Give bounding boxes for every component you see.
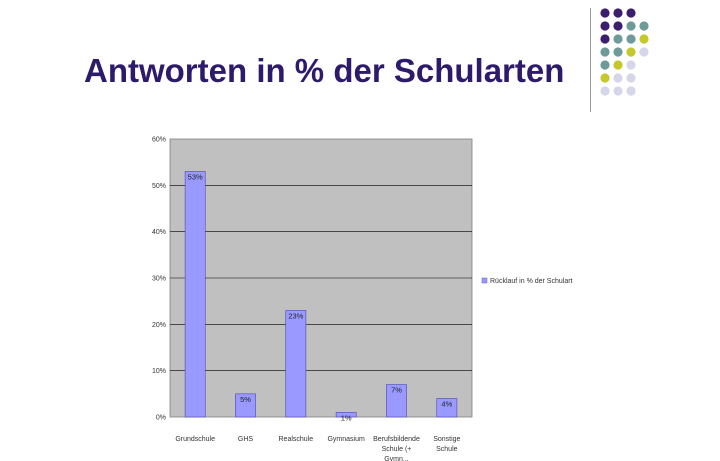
decorative-dot-grid [600,8,649,96]
y-tick-label: 60% [152,137,166,144]
data-label: 53% [188,172,203,181]
x-category-label: Schule (+ [382,446,412,453]
x-category-label: Gymn... [384,456,409,461]
decorative-dot [613,47,623,57]
decorative-dot [600,47,610,57]
data-label: 1% [341,413,352,422]
decorative-dot [600,73,610,83]
decorative-divider-line [590,8,591,112]
x-category-label: Grundschule [175,436,215,443]
legend-swatch [481,277,488,284]
decorative-dot [626,21,636,31]
x-category-label: Schule [436,446,458,453]
data-label: 23% [288,311,303,320]
y-tick-label: 40% [152,229,166,236]
x-category-label: Sonstige [433,436,460,443]
y-tick-label: 0% [156,415,166,422]
decorative-dot [626,34,636,44]
bar [184,171,206,418]
decorative-dot [626,73,636,83]
x-category-label: Gymnasium [327,436,365,443]
decorative-dot [639,47,649,57]
slide-title: Antworten in % der Schularten [84,52,565,89]
decorative-dot [613,21,623,31]
decorative-dot [600,8,610,18]
x-category-label: Realschule [279,436,314,443]
decorative-dot [600,34,610,44]
decorative-dot [600,60,610,70]
legend-label: Rücklauf in % der Schulart [490,278,573,285]
bar [436,398,458,418]
decorative-dot [600,86,610,96]
x-category-label: Berufsbildende [373,436,420,443]
y-tick-label: 30% [152,276,166,283]
decorative-dot [639,34,649,44]
decorative-dot [613,8,623,18]
bar [285,310,307,418]
decorative-dot [626,86,636,96]
data-label: 5% [240,395,251,404]
y-tick-label: 50% [152,183,166,190]
decorative-dot [600,21,610,31]
y-tick-label: 10% [152,368,166,375]
bar [235,393,256,418]
decorative-dot [613,73,623,83]
data-label: 4% [441,399,452,408]
bar [386,384,407,418]
decorative-dot [613,86,623,96]
decorative-dot [639,21,649,31]
decorative-dot [613,60,623,70]
x-category-label: GHS [238,436,254,443]
decorative-dot [626,47,636,57]
decorative-dot [613,34,623,44]
data-label: 7% [391,386,402,395]
y-tick-label: 20% [152,322,166,329]
decorative-dot [626,60,636,70]
decorative-dot [626,8,636,18]
bar [335,412,357,418]
